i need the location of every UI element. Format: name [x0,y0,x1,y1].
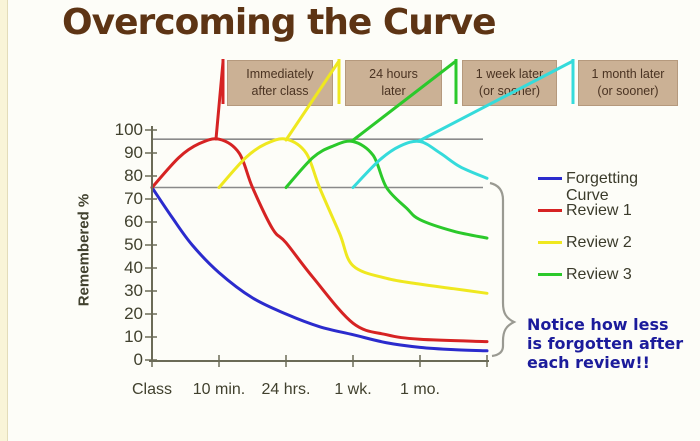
legend-item-review1: Review 1 [538,202,661,219]
x-tick-label: 10 min. [192,381,246,398]
y-tick-label: 100 [114,120,143,139]
y-tick-label: 10 [124,327,143,346]
callout-box-label: 24 hours [369,67,418,81]
note-text: Notice how less is forgotten after each re… [527,315,683,372]
y-tick-label: 30 [124,281,143,300]
series-curve-review3 [284,139,489,240]
series-curve-forgetting [150,186,489,353]
left-edge-strip [0,0,8,441]
y-tick-label: 20 [124,304,143,323]
y-tick-label: 0 [133,350,143,369]
callout-connector-review4 [417,59,575,143]
y-tick-label: 80 [124,166,143,185]
callout-box-label: Immediately [246,67,314,81]
callout-box: 1 month later (or sooner) [578,60,678,106]
callout-connector-review2 [284,59,341,142]
x-tick-label: Class [131,381,172,398]
legend-swatch-forgetting [538,177,562,180]
callout-box-label: 1 week later [475,67,544,81]
y-axis-title: Remembered % [75,193,93,307]
y-tick-label: 50 [124,235,143,254]
note-line: each review!! [527,353,650,372]
brace [489,181,517,358]
x-tick-label: 1 mo. [399,381,440,398]
slide-title: Overcoming the Curve [62,2,497,43]
legend-label: Review 2 [566,234,632,251]
x-tick-label: 24 hrs. [261,381,311,398]
callout-box: 1 week later (or sooner) [462,60,557,106]
callout-box-label: 1 month later [591,67,665,81]
legend-swatch-review2 [538,241,562,244]
y-tick-label: 60 [124,212,143,231]
y-tick-label: 40 [124,258,143,277]
note-line: is forgotten after [527,334,684,353]
legend-swatch-review1 [538,209,562,212]
series-curve-review4 [351,139,489,189]
callout-box-label: (or sooner) [597,84,659,98]
callout-box-label: later [381,84,406,98]
series-curve-review1 [150,137,489,344]
legend-label: Review 3 [566,266,632,283]
x-tick-label: 1 wk. [334,381,372,398]
legend-item-review3: Review 3 [538,266,661,283]
callout-box-label: after class [251,84,309,98]
note-line: Notice how less [527,315,669,334]
y-tick-label: 90 [124,143,143,162]
legend-item-review2: Review 2 [538,234,661,251]
legend-label: Review 1 [566,202,632,219]
y-tick-label: 70 [124,189,143,208]
legend-label: Forgetting Curve [566,170,639,204]
callout-connector-review3 [350,59,458,143]
legend-swatch-review3 [538,273,562,276]
series-curve-review2 [217,137,489,295]
legend-item-forgetting: Forgetting Curve [538,170,661,204]
